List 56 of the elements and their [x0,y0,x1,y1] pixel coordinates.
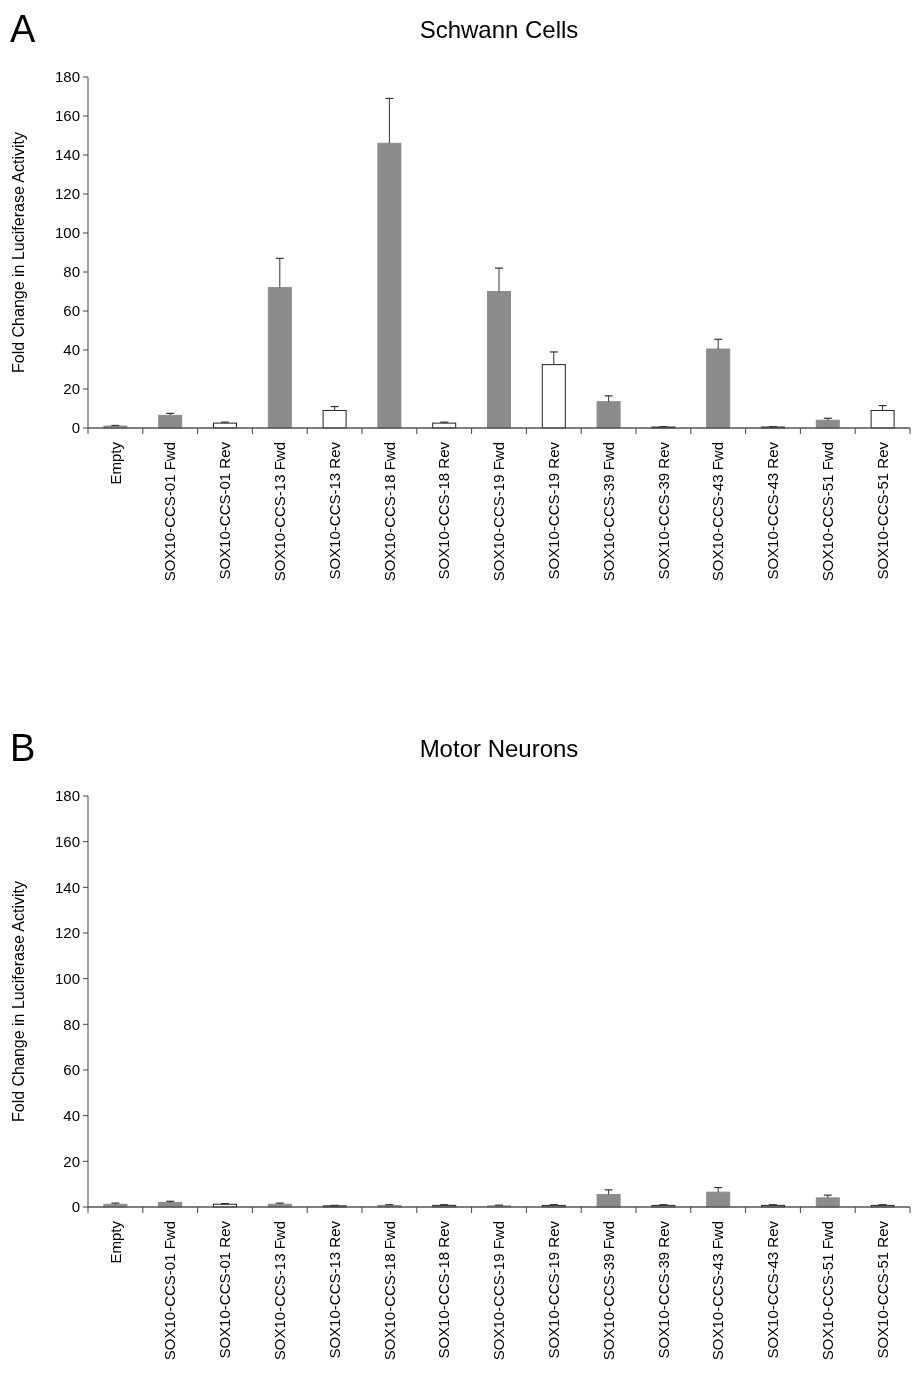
x-tick-label: SOX10-CCS-43 Fwd [709,1221,727,1361]
y-tick-label: 120 [54,924,80,942]
y-tick-label: 60 [63,1061,80,1079]
x-tick-label: SOX10-CCS-13 Fwd [271,1221,289,1361]
y-tick-label: 0 [71,419,80,437]
y-axis-title: Fold Change in Luciferase Activity [10,131,27,374]
x-tick-label: SOX10-CCS-19 Fwd [490,442,508,582]
y-tick-label: 160 [54,107,80,125]
x-tick-label: SOX10-CCS-01 Rev [216,1220,234,1359]
x-tick-label: SOX10-CCS-13 Fwd [271,442,289,582]
chart-title: Schwann Cells [419,16,579,43]
x-tick-label: SOX10-CCS-19 Rev [545,1220,563,1359]
x-tick-label: SOX10-CCS-01 Rev [216,441,234,580]
x-tick-label: SOX10-CCS-51 Fwd [819,1221,837,1361]
text: B [10,727,36,769]
x-tick-label: SOX10-CCS-43 Rev [764,441,782,580]
x-tick-label: SOX10-CCS-51 Rev [873,441,891,580]
x-tick-label: SOX10-CCS-51 Rev [873,1220,891,1359]
x-tick-label: SOX10-CCS-01 Fwd [161,442,179,582]
y-tick-label: 80 [63,263,80,281]
x-tick-label: SOX10-CCS-39 Fwd [599,442,617,582]
y-tick-label: 0 [71,1198,80,1216]
y-tick-label: 180 [54,68,80,86]
x-tick-label: SOX10-CCS-19 Rev [545,441,563,580]
y-tick-label: 40 [63,341,80,359]
x-tick-label: SOX10-CCS-18 Rev [435,441,453,580]
x-tick-label: SOX10-CCS-13 Rev [325,1220,343,1359]
x-tick-label: SOX10-CCS-43 Rev [764,1220,782,1359]
x-tick-label: Empty [106,1220,124,1264]
y-tick-label: 160 [54,832,80,850]
x-tick-label: SOX10-CCS-51 Fwd [819,442,837,582]
y-tick-label: 100 [54,969,80,987]
y-tick-label: 140 [54,146,80,164]
x-tick-label: SOX10-CCS-18 Fwd [380,442,398,582]
y-tick-label: 100 [54,224,80,242]
x-tick-label: Empty [106,441,124,485]
y-axis-title: Fold Change in Luciferase Activity [10,880,27,1123]
y-tick-label: 140 [54,878,80,896]
x-tick-label: SOX10-CCS-43 Fwd [709,442,727,582]
y-tick-label: 20 [63,1152,80,1170]
x-tick-label: SOX10-CCS-13 Rev [325,441,343,580]
x-tick-label: SOX10-CCS-39 Rev [654,1220,672,1359]
y-tick-label: 180 [54,787,80,805]
x-tick-label: SOX10-CCS-18 Rev [435,1220,453,1359]
x-tick-label: SOX10-CCS-01 Fwd [161,1221,179,1361]
x-tick-label: SOX10-CCS-18 Fwd [380,1221,398,1361]
y-tick-label: 80 [63,1015,80,1033]
y-tick-label: 120 [54,185,80,203]
x-tick-label: SOX10-CCS-19 Fwd [490,1221,508,1361]
y-tick-label: 40 [63,1106,80,1124]
y-tick-label: 20 [63,380,80,398]
x-tick-label: SOX10-CCS-39 Fwd [599,1221,617,1361]
x-tick-label: SOX10-CCS-39 Rev [654,441,672,580]
y-tick-label: 60 [63,302,80,320]
text: A [10,8,36,50]
chart-title: Motor Neurons [419,735,579,762]
